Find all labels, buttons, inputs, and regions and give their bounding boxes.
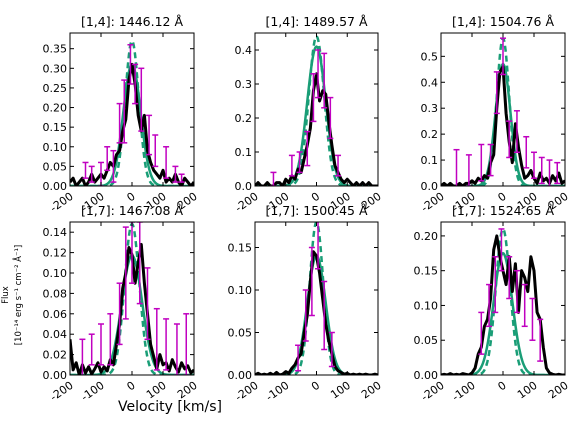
- plot-area: [441, 227, 565, 375]
- y-tick-label: 0.00: [43, 369, 68, 382]
- panel-frame: [69, 32, 195, 187]
- panel-2: [1,4]: 1489.57 Å0.00.10.20.30.4-200 -100 0…: [233, 14, 384, 215]
- model-fit-dashed-line: [255, 222, 378, 375]
- y-tick-label: 0.35: [43, 43, 68, 56]
- y-tick-label: 0.3: [235, 78, 253, 91]
- panel-4: [1,7]: 1467.08 Å 0.00 0.02 0.04 0.06 0.08 0.10…: [43, 203, 200, 404]
- panel-title: [1,4]: 1489.57 Å: [265, 14, 367, 29]
- y-tick-label: 0.00: [43, 180, 68, 193]
- panel-title: [1,7]: 1500.45 Å: [265, 203, 367, 218]
- plot-area: [70, 39, 194, 186]
- observed-spectrum-line: [255, 72, 378, 186]
- observed-spectrum-line: [70, 62, 194, 186]
- y-tick-label: 0.04: [43, 328, 68, 341]
- y-tick-label: 0.1: [421, 154, 439, 167]
- y-tick-label: 0.15: [43, 121, 68, 134]
- panel-title: [1,4]: 1446.12 Å: [81, 14, 183, 29]
- y-tick-label: 0.20: [43, 102, 68, 115]
- plot-area: [441, 36, 565, 186]
- y-tick-label: 0.20: [414, 230, 439, 243]
- y-tick-label: 0.1: [235, 146, 253, 159]
- y-tick-label: 0.30: [43, 62, 68, 75]
- x-axis-label: Velocity [km/s]: [118, 399, 222, 415]
- x-tick-label: -100: [79, 379, 107, 404]
- model-fit-dashed-line: [441, 227, 565, 375]
- y-tick-label: 0.0: [421, 180, 439, 193]
- x-tick-label: 100: [328, 379, 353, 402]
- y-tick-label: 0.0: [235, 180, 253, 193]
- y-tick-label: 0.10: [414, 299, 439, 312]
- panel-frame: [254, 221, 379, 376]
- y-tick-label: 0.12: [43, 247, 68, 260]
- x-tick-label: 0: [125, 379, 138, 394]
- x-tick-label: -200: [48, 379, 76, 404]
- y-tick-label: 0.4: [421, 76, 439, 89]
- x-tick-label: -200: [419, 190, 447, 215]
- plot-area: [70, 222, 194, 375]
- y-tick-label: 0.05: [414, 334, 439, 347]
- model-fit-dashed-line: [70, 39, 194, 186]
- x-tick-label: 0: [309, 379, 322, 394]
- y-tick-label: 0.10: [43, 267, 68, 280]
- x-tick-label: -200: [419, 379, 447, 404]
- x-tick-label: -200: [233, 190, 261, 215]
- y-tick-label: 0.10: [228, 284, 253, 297]
- x-tick-label: 200: [546, 379, 571, 402]
- model-fit-line: [255, 45, 378, 186]
- y-tick-label: 0.3: [421, 102, 439, 115]
- y-tick-label: 0.05: [228, 327, 253, 340]
- panel-title: [1,4]: 1504.76 Å: [452, 14, 554, 29]
- panel-frame: [254, 32, 379, 187]
- model-fit-line: [255, 254, 378, 375]
- y-tick-label: 0.2: [235, 112, 253, 125]
- x-tick-label: 100: [515, 379, 540, 402]
- panel-5: [1,7]: 1500.45 Å 0.00 0.05 0.10 0.15 -200 -100…: [228, 203, 384, 404]
- observed-spectrum-line: [255, 250, 378, 375]
- plot-area: [255, 34, 378, 186]
- y-tick-label: 0.05: [43, 160, 68, 173]
- y-tick-label: 0.15: [414, 265, 439, 278]
- y-tick-label: 0.00: [414, 369, 439, 382]
- x-tick-label: -100: [450, 379, 478, 404]
- observed-spectrum-line: [441, 65, 565, 186]
- panel-title: [1,7]: 1524.65 Å: [452, 203, 554, 218]
- model-fit-dashed-line: [255, 34, 378, 186]
- plot-area: [255, 222, 378, 375]
- y-tick-label: 0.2: [421, 128, 439, 141]
- y-tick-label: 0.4: [235, 44, 253, 57]
- y-tick-label: 0.06: [43, 308, 68, 321]
- y-tick-label: 0.14: [43, 226, 68, 239]
- x-tick-label: 200: [359, 379, 384, 402]
- panel-title: [1,7]: 1467.08 Å: [81, 203, 183, 218]
- observed-spectrum-line: [441, 234, 565, 375]
- y-tick-label: 0.10: [43, 141, 68, 154]
- y-tick-label: 0.02: [43, 349, 68, 362]
- panel-3: [1,4]: 1504.76 Å0.00.10.20.30.40.5-200 -1…: [419, 14, 571, 215]
- panel-1: [1,4]: 1446.12 Å 0.00 0.05 0.10 0.15 0.20 0.25…: [43, 14, 200, 215]
- y-tick-label: 0.15: [228, 242, 253, 255]
- y-tick-label: 0.00: [228, 369, 253, 382]
- x-tick-label: 0: [496, 379, 509, 394]
- y-tick-label: 0.08: [43, 287, 68, 300]
- y-tick-label: 0.5: [421, 50, 439, 63]
- x-tick-label: -200: [233, 379, 261, 404]
- panel-6: [1,7]: 1524.65 Å 0.00 0.05 0.10 0.15 0.20 -200…: [414, 203, 571, 404]
- panel-frame: [440, 221, 566, 376]
- y-tick-label: 0.25: [43, 82, 68, 95]
- y-axis-label-line2: [10⁻¹⁴ erg s⁻¹ cm⁻² Å⁻¹]: [12, 245, 24, 345]
- x-tick-label: -200: [48, 190, 76, 215]
- x-tick-label: -100: [264, 379, 292, 404]
- y-axis-label-line1: Flux: [1, 286, 11, 304]
